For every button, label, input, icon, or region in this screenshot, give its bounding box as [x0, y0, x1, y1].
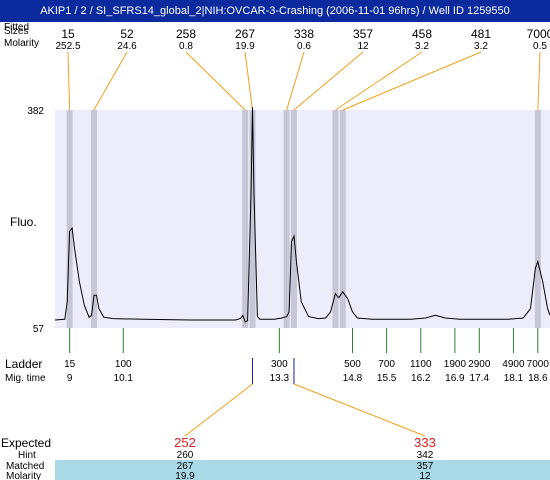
- peak-size-label: 7000: [527, 27, 550, 41]
- y-min-label: 57: [33, 324, 45, 335]
- peak-molarity-label: 0.8: [179, 41, 193, 52]
- peak-leader-line: [93, 51, 128, 111]
- peak-molarity-label: 252.5: [55, 41, 80, 52]
- peak-size-label: 481: [471, 27, 491, 41]
- ladder-size-label: 1900: [444, 359, 467, 370]
- plot-area: [55, 110, 550, 328]
- peak-leader-line: [293, 51, 364, 111]
- ladder-size-label: 700: [378, 359, 395, 370]
- ladder-mig-label: 16.9: [445, 373, 465, 384]
- peak-band: [249, 110, 256, 328]
- hint-value: 260: [177, 450, 194, 461]
- ladder-size-label: 300: [271, 359, 288, 370]
- peak-size-label: 258: [176, 27, 196, 41]
- expected-leader-line: [293, 383, 426, 437]
- peak-leader-line: [286, 51, 305, 111]
- peak-size-label: 52: [120, 27, 134, 41]
- ladder-mig-label: 17.4: [470, 373, 490, 384]
- molarity-label: Molarity: [4, 38, 39, 49]
- matched-row-highlight: [55, 460, 550, 480]
- sizes-label: Sizes: [4, 26, 28, 37]
- ladder-label: Ladder: [5, 357, 42, 371]
- ladder-size-label: 100: [115, 359, 132, 370]
- peak-band: [283, 110, 290, 328]
- ladder-ticks: [69, 328, 539, 353]
- expected-molarity-value: 12: [419, 471, 431, 480]
- window-title: AKIP1 / 2 / SI_SFRS14_global_2|NIH:OVCAR…: [40, 5, 510, 17]
- peak-molarity-label: 24.6: [117, 41, 137, 52]
- window-title-bar: AKIP1 / 2 / SI_SFRS14_global_2|NIH:OVCAR…: [0, 0, 550, 22]
- ladder-size-label: 2900: [468, 359, 491, 370]
- ladder-mig-label: 13.3: [270, 373, 290, 384]
- mig-time-label: Mig. time: [5, 373, 46, 384]
- ladder-mig-label: 9: [67, 373, 73, 384]
- matched-value: 267: [177, 461, 194, 472]
- expected-label: Expected: [1, 436, 51, 450]
- peak-molarity-label: 3.2: [415, 41, 429, 52]
- ladder-mig-label: 10.1: [114, 373, 134, 384]
- y-axis-label: Fluo.: [10, 215, 37, 229]
- ladder-mig-label: 18.1: [504, 373, 524, 384]
- ladder-size-label: 7000: [527, 359, 550, 370]
- hint-label: Hint: [18, 450, 36, 461]
- fitted-label: Fitted: [4, 22, 29, 33]
- peak-band: [534, 110, 541, 328]
- ladder-size-label: 15: [64, 359, 76, 370]
- peak-band: [339, 110, 346, 328]
- ladder-size-label: 1100: [410, 359, 432, 370]
- peak-band: [91, 110, 98, 328]
- peak-band: [332, 110, 339, 328]
- expected-size-label: 252: [174, 435, 196, 450]
- expected-leader-line: [184, 383, 253, 437]
- peak-band: [66, 110, 73, 328]
- peak-leader-line: [244, 51, 254, 111]
- peak-size-label: 267: [235, 27, 255, 41]
- peak-size-label: 15: [61, 27, 75, 41]
- peak-molarity-label: 12: [357, 41, 369, 52]
- matched-value: 357: [417, 461, 434, 472]
- peak-leader-line: [67, 51, 71, 111]
- peak-leader-line: [335, 51, 423, 111]
- ladder-mig-label: 14.8: [343, 373, 363, 384]
- fluorescence-trace: [54, 107, 550, 323]
- matched-label: Matched: [6, 461, 44, 472]
- y-max-label: 382: [27, 106, 44, 117]
- ladder-size-label: 4900: [502, 359, 525, 370]
- ladder-mig-label: 16.2: [411, 373, 431, 384]
- peak-molarity-label: 3.2: [474, 41, 488, 52]
- peak-band: [242, 110, 249, 328]
- hint-value: 342: [417, 450, 434, 461]
- peak-molarity-label: 19.9: [235, 41, 255, 52]
- expected-size-label: 333: [414, 435, 436, 450]
- peak-bands: [66, 110, 541, 328]
- peak-size-label: 458: [412, 27, 432, 41]
- peak-molarity-label: 0.5: [533, 41, 547, 52]
- ladder-labels: 15 9 100 10.1 300 13.3 500 14.8 700 15.5 1100 16.2 1…: [64, 359, 549, 384]
- ladder-mig-label: 15.5: [377, 373, 397, 384]
- peak-leader-line: [342, 51, 482, 111]
- peak-size-label: 338: [294, 27, 314, 41]
- ladder-size-label: 500: [344, 359, 361, 370]
- ladder-mig-label: 18.6: [528, 373, 548, 384]
- peak-leader-line: [185, 51, 246, 111]
- expected-molarity-label: Molarity: [6, 471, 41, 480]
- expected-molarity-value: 19.9: [175, 471, 195, 480]
- peak-molarity-label: 0.6: [297, 41, 311, 52]
- peak-band: [290, 110, 297, 328]
- peak-size-label: 357: [353, 27, 373, 41]
- peak-leader-line: [537, 51, 541, 111]
- peak-leaders: [67, 51, 541, 111]
